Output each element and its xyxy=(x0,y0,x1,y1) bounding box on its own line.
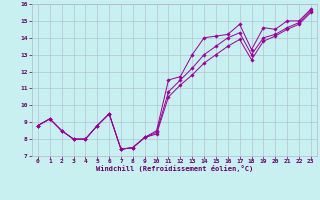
X-axis label: Windchill (Refroidissement éolien,°C): Windchill (Refroidissement éolien,°C) xyxy=(96,165,253,172)
